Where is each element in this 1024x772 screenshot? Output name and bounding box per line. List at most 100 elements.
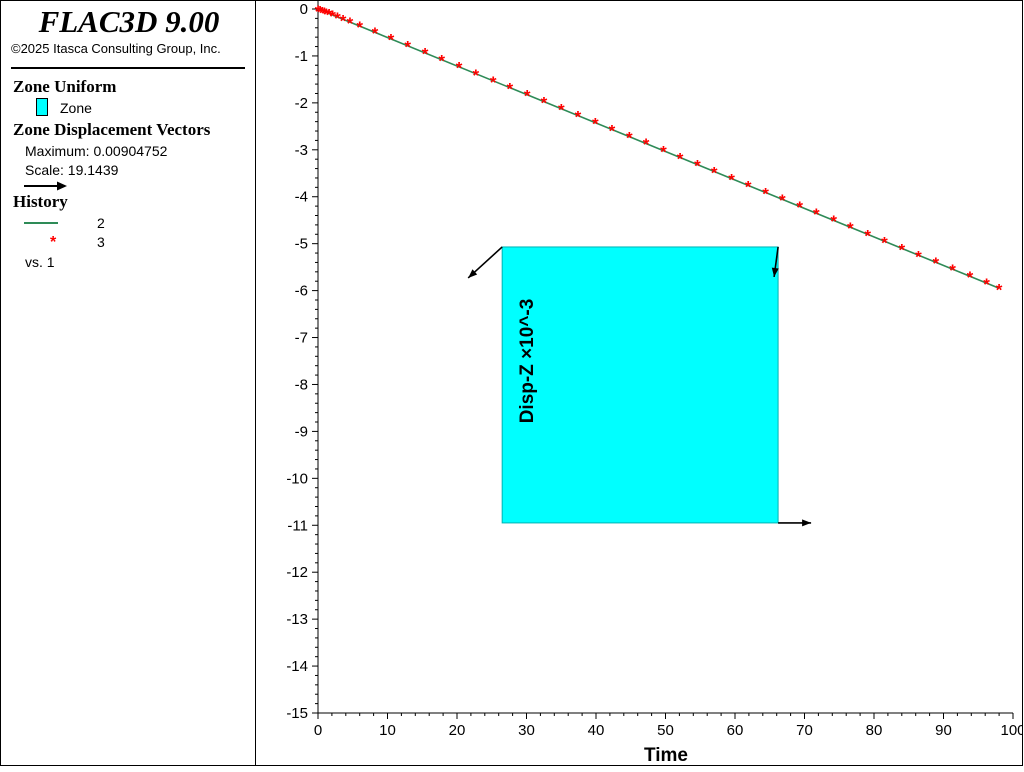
series-marker-3: * bbox=[728, 170, 735, 189]
y-tick-label: -11 bbox=[287, 517, 308, 534]
series-marker-3: * bbox=[326, 6, 333, 25]
y-tick-label: -3 bbox=[295, 142, 308, 159]
x-tick-label: 40 bbox=[588, 722, 605, 739]
series-marker-3: * bbox=[660, 142, 667, 161]
x-axis-label: Time bbox=[644, 745, 688, 766]
series-marker-3: * bbox=[388, 31, 395, 50]
y-tick-label: 0 bbox=[300, 1, 308, 18]
series-marker-3: * bbox=[356, 18, 363, 37]
x-tick-label: 100 bbox=[1000, 722, 1023, 739]
series-marker-3: * bbox=[949, 261, 956, 280]
series-marker-3: * bbox=[745, 177, 752, 196]
series-marker-3: * bbox=[507, 79, 514, 98]
series-marker-3: * bbox=[541, 93, 548, 112]
x-tick-label: 0 bbox=[314, 722, 322, 739]
series-marker-3: * bbox=[558, 100, 565, 119]
y-tick-label: -14 bbox=[286, 658, 308, 675]
y-tick-label: -8 bbox=[295, 376, 308, 393]
series-marker-3: * bbox=[347, 14, 354, 33]
history-heading: History bbox=[13, 192, 68, 211]
x-tick-label: 30 bbox=[518, 722, 535, 739]
y-tick-label: -12 bbox=[286, 564, 308, 581]
series-marker-3: * bbox=[456, 59, 463, 78]
y-tick-label: -7 bbox=[295, 330, 308, 347]
series-marker-3: * bbox=[472, 66, 479, 85]
x-tick-label: 80 bbox=[866, 722, 883, 739]
series-marker-3: * bbox=[319, 3, 326, 22]
series-marker-3: * bbox=[881, 233, 888, 252]
displacement-vector-arrow bbox=[771, 246, 779, 278]
plot-panel: 0 10 20 30 40 50 60 70 80 90 100 0 -1 -2 -3 -4 -5 -6 -7 -8 -… bbox=[256, 0, 1024, 766]
vector-maximum-text: Maximum: 0.00904752 bbox=[25, 143, 168, 159]
history-marker-label: 3 bbox=[97, 234, 105, 250]
copyright-text: ©2025 Itasca Consulting Group, Inc. bbox=[11, 41, 221, 56]
y-tick-label: -10 bbox=[286, 470, 308, 487]
zone-color-swatch bbox=[36, 98, 48, 116]
zone-uniform-heading: Zone Uniform bbox=[13, 77, 117, 96]
series-marker-3: * bbox=[490, 73, 497, 92]
x-tick-label: 10 bbox=[379, 722, 396, 739]
series-marker-3: * bbox=[864, 226, 871, 245]
series-marker-3: * bbox=[677, 149, 684, 168]
series-marker-3: * bbox=[317, 2, 324, 21]
series-marker-3: * bbox=[898, 240, 905, 259]
vector-scale-text: Scale: 19.1439 bbox=[25, 162, 119, 178]
y-tick-label: -4 bbox=[295, 189, 308, 206]
series-marker-3: * bbox=[340, 11, 347, 30]
series-marker-3: * bbox=[438, 52, 445, 71]
vector-arrow-icon bbox=[24, 181, 67, 191]
x-tick-label: 90 bbox=[935, 722, 952, 739]
series-marker-3: * bbox=[983, 275, 990, 294]
legend-panel: FLAC3D 9.00 ©2025 Itasca Consulting Grou… bbox=[0, 0, 256, 766]
series-marker-3: * bbox=[779, 191, 786, 210]
history-chart: 0 10 20 30 40 50 60 70 80 90 100 0 -1 -2 -3 -4 -5 -6 -7 -8 -… bbox=[286, 1, 1024, 766]
x-tick-label: 20 bbox=[449, 722, 466, 739]
displacement-vector-arrow bbox=[467, 246, 503, 279]
series-marker-3: * bbox=[711, 163, 718, 182]
series-marker-3: * bbox=[321, 4, 328, 23]
series-marker-3: * bbox=[626, 129, 633, 148]
displacement-vectors-heading: Zone Displacement Vectors bbox=[13, 120, 211, 139]
series-marker-3: * bbox=[315, 2, 322, 21]
y-tick-label: -6 bbox=[295, 283, 308, 300]
series-marker-3: * bbox=[575, 108, 582, 127]
series-marker-3: * bbox=[847, 219, 854, 238]
y-tick-label: -13 bbox=[286, 611, 308, 628]
series-marker-3: * bbox=[643, 135, 650, 154]
x-tick-label: 50 bbox=[657, 722, 674, 739]
app-title: FLAC3D 9.00 bbox=[38, 4, 220, 39]
zone-block bbox=[501, 246, 779, 524]
series-marker-3: * bbox=[796, 198, 803, 217]
series-marker-3: * bbox=[372, 24, 379, 43]
y-axis-label: Disp-Z ×10^-3 bbox=[517, 299, 538, 424]
y-tick-label: -5 bbox=[295, 236, 308, 253]
x-tick-label: 70 bbox=[796, 722, 813, 739]
y-tick-label: -9 bbox=[295, 423, 308, 440]
displacement-vector-arrow bbox=[778, 519, 812, 527]
series-marker-3: * bbox=[915, 247, 922, 266]
series-marker-3: * bbox=[967, 268, 974, 287]
series-marker-3: * bbox=[323, 5, 330, 24]
asterisk-marker-icon: * bbox=[50, 234, 57, 251]
y-tick-label: -2 bbox=[295, 95, 308, 112]
series-marker-3: * bbox=[592, 115, 599, 134]
history-vs-label: vs. 1 bbox=[25, 254, 55, 270]
x-tick-label: 60 bbox=[727, 722, 744, 739]
series-marker-3: * bbox=[813, 205, 820, 224]
y-tick-label: -15 bbox=[286, 705, 308, 722]
series-marker-3: * bbox=[694, 156, 701, 175]
title-divider bbox=[11, 67, 245, 69]
series-marker-3: * bbox=[609, 122, 616, 141]
series-line-2 bbox=[317, 8, 1000, 289]
series-marker-3: * bbox=[329, 7, 336, 26]
series-marker-3: * bbox=[524, 86, 531, 105]
series-marker-3: * bbox=[762, 185, 769, 204]
y-tick-label: -1 bbox=[295, 48, 308, 65]
zone-legend-label: Zone bbox=[60, 100, 92, 116]
series-marker-3: * bbox=[334, 9, 341, 28]
series-marker-3: * bbox=[933, 254, 940, 273]
history-line-swatch bbox=[24, 222, 58, 224]
series-marker-3: * bbox=[422, 45, 429, 64]
series-marker-3: * bbox=[996, 280, 1003, 299]
history-line-label: 2 bbox=[97, 215, 105, 231]
